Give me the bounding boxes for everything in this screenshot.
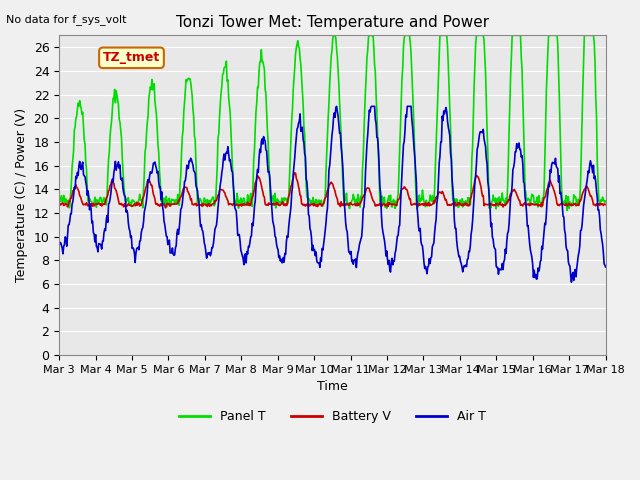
Panel T	[415, 192, 423, 198]
Battery V	[55, 200, 63, 205]
Air T	[602, 264, 609, 270]
Battery V	[602, 202, 609, 207]
Battery V	[417, 202, 424, 208]
Battery V	[178, 192, 186, 198]
X-axis label: Time: Time	[317, 380, 348, 393]
Battery V	[290, 170, 298, 176]
Battery V	[65, 199, 73, 204]
Line: Panel T: Panel T	[59, 36, 605, 210]
Air T	[177, 206, 184, 212]
Panel T	[122, 197, 129, 203]
Legend: Panel T, Battery V, Air T: Panel T, Battery V, Air T	[174, 406, 491, 429]
Title: Tonzi Tower Met: Temperature and Power: Tonzi Tower Met: Temperature and Power	[176, 15, 489, 30]
Air T	[568, 279, 575, 285]
Air T	[333, 104, 340, 109]
Text: No data for f_sys_volt: No data for f_sys_volt	[6, 14, 127, 25]
Air T	[122, 194, 129, 200]
Panel T	[65, 205, 73, 211]
Battery V	[401, 184, 408, 190]
Battery V	[162, 205, 170, 211]
Panel T	[602, 198, 609, 204]
Air T	[415, 228, 423, 234]
Air T	[399, 142, 407, 148]
Panel T	[563, 207, 571, 213]
Air T	[65, 222, 73, 228]
Line: Battery V: Battery V	[59, 173, 605, 208]
Air T	[206, 250, 214, 255]
Line: Air T: Air T	[59, 107, 605, 282]
Panel T	[55, 196, 63, 202]
Panel T	[206, 198, 214, 204]
Battery V	[207, 202, 214, 208]
Text: TZ_tmet: TZ_tmet	[103, 51, 160, 64]
Air T	[55, 238, 63, 244]
Panel T	[330, 33, 337, 38]
Y-axis label: Temperature (C) / Power (V): Temperature (C) / Power (V)	[15, 108, 28, 282]
Battery V	[122, 202, 129, 207]
Panel T	[177, 172, 184, 178]
Panel T	[399, 45, 407, 50]
